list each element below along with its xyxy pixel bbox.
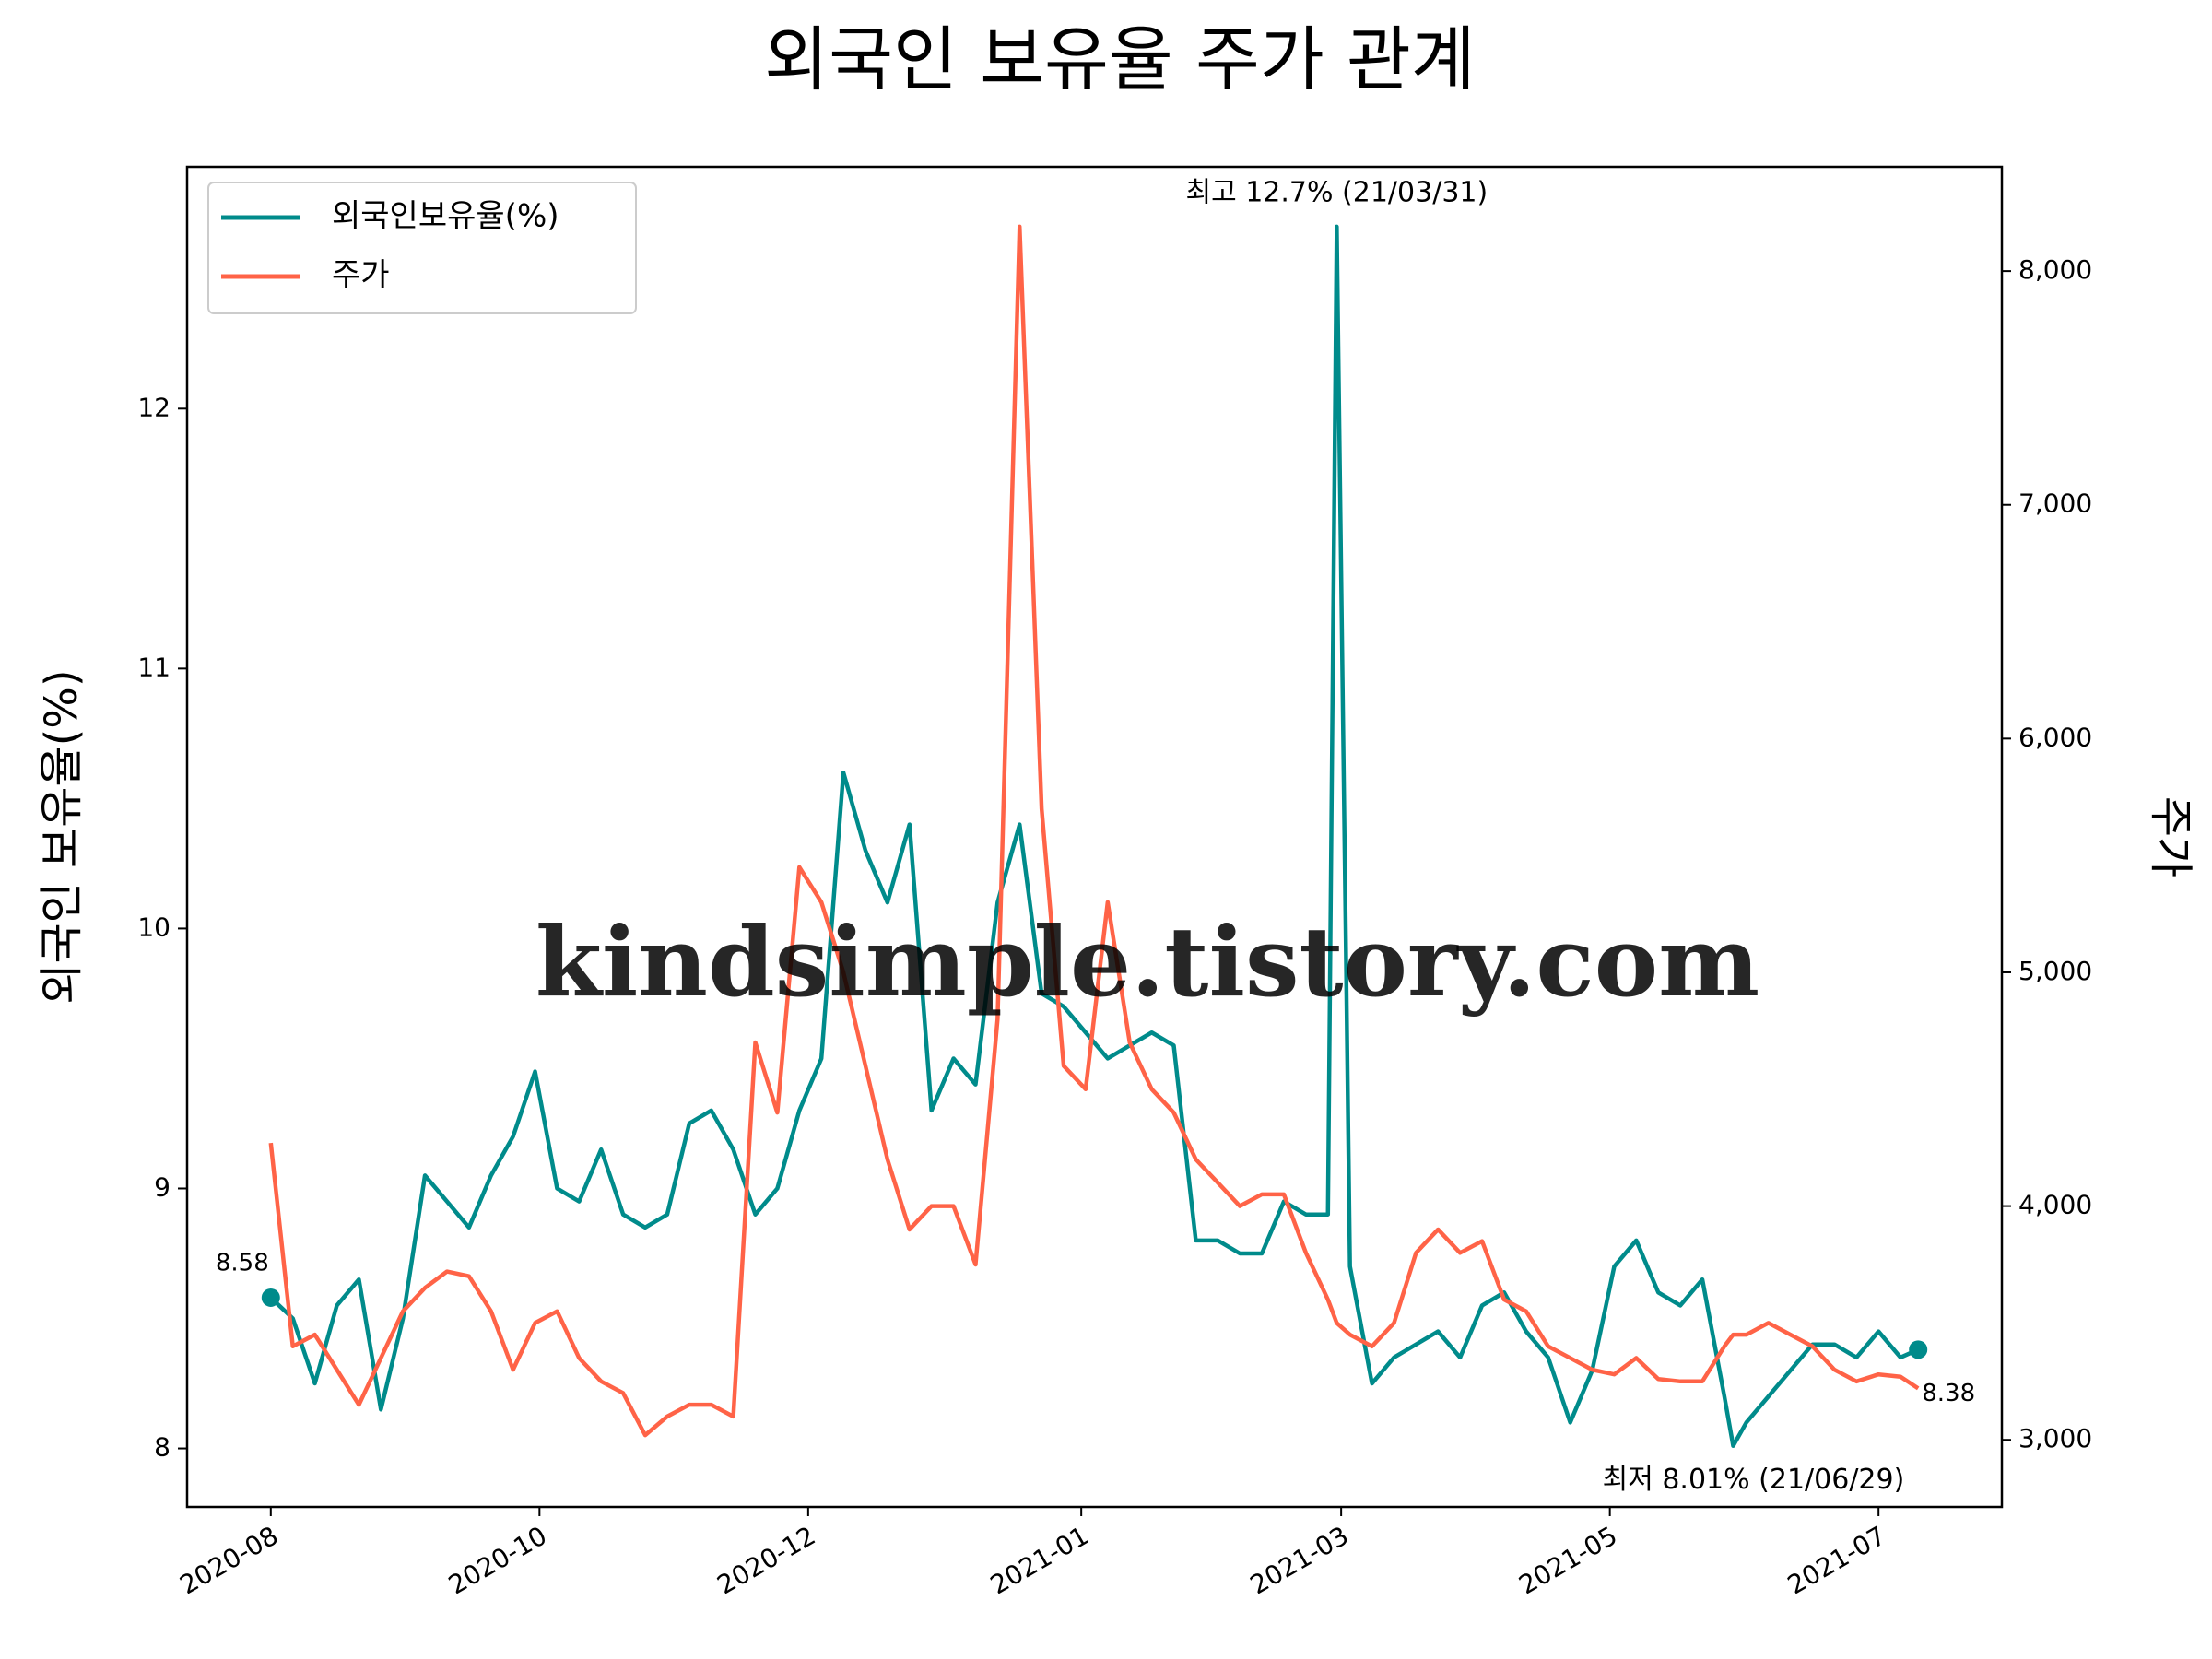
data-line: [268, 224, 1920, 1438]
y2-axis-label: 주가: [2145, 796, 2196, 877]
plot-area: [268, 224, 1920, 1448]
legend-label: 주가: [332, 257, 390, 294]
x-tick-label: 2020-10: [443, 1520, 552, 1600]
annotation: 최고 12.7% (21/03/31): [1185, 176, 1488, 208]
y2-tick-label: 3,000: [2018, 1423, 2092, 1453]
end-marker: [1909, 1340, 1928, 1359]
x-tick-label: 2021-05: [1513, 1520, 1622, 1600]
annotation: 8.38: [1922, 1380, 1975, 1407]
annotation: 최저 8.01% (21/06/29): [1603, 1464, 1905, 1496]
y-tick-label: 9: [154, 1171, 171, 1202]
y-tick-label: 10: [137, 912, 171, 942]
legend-box: [207, 182, 637, 314]
x-tick-label: 2021-03: [1245, 1520, 1354, 1600]
plot-frame: [185, 165, 2004, 1509]
annotation: 8.58: [216, 1249, 269, 1277]
y2-tick-label: 7,000: [2018, 488, 2092, 519]
y2-tick-label: 6,000: [2018, 722, 2092, 752]
y-tick-label: 12: [137, 392, 171, 422]
y-axis-label: 외국인 보유율(%): [36, 669, 88, 1004]
data-line: [269, 224, 1920, 1448]
y2-tick-label: 8,000: [2018, 254, 2092, 285]
x-tick-label: 2020-12: [712, 1520, 821, 1600]
legend-label: 외국인보유율(%): [332, 198, 559, 235]
x-tick-label: 2020-08: [174, 1520, 283, 1600]
y2-tick-label: 4,000: [2018, 1190, 2092, 1220]
y2-tick-label: 5,000: [2018, 956, 2092, 986]
x-tick-label: 2021-07: [1783, 1520, 1891, 1600]
watermark: kindsimple.tistory.com: [535, 905, 1759, 1018]
y-tick-label: 11: [137, 652, 171, 682]
y-tick-label: 8: [154, 1432, 171, 1463]
chart-title: 외국인 보유율 주가 관계: [764, 18, 1476, 100]
x-tick-label: 2021-01: [985, 1520, 1094, 1600]
end-marker: [261, 1288, 280, 1307]
